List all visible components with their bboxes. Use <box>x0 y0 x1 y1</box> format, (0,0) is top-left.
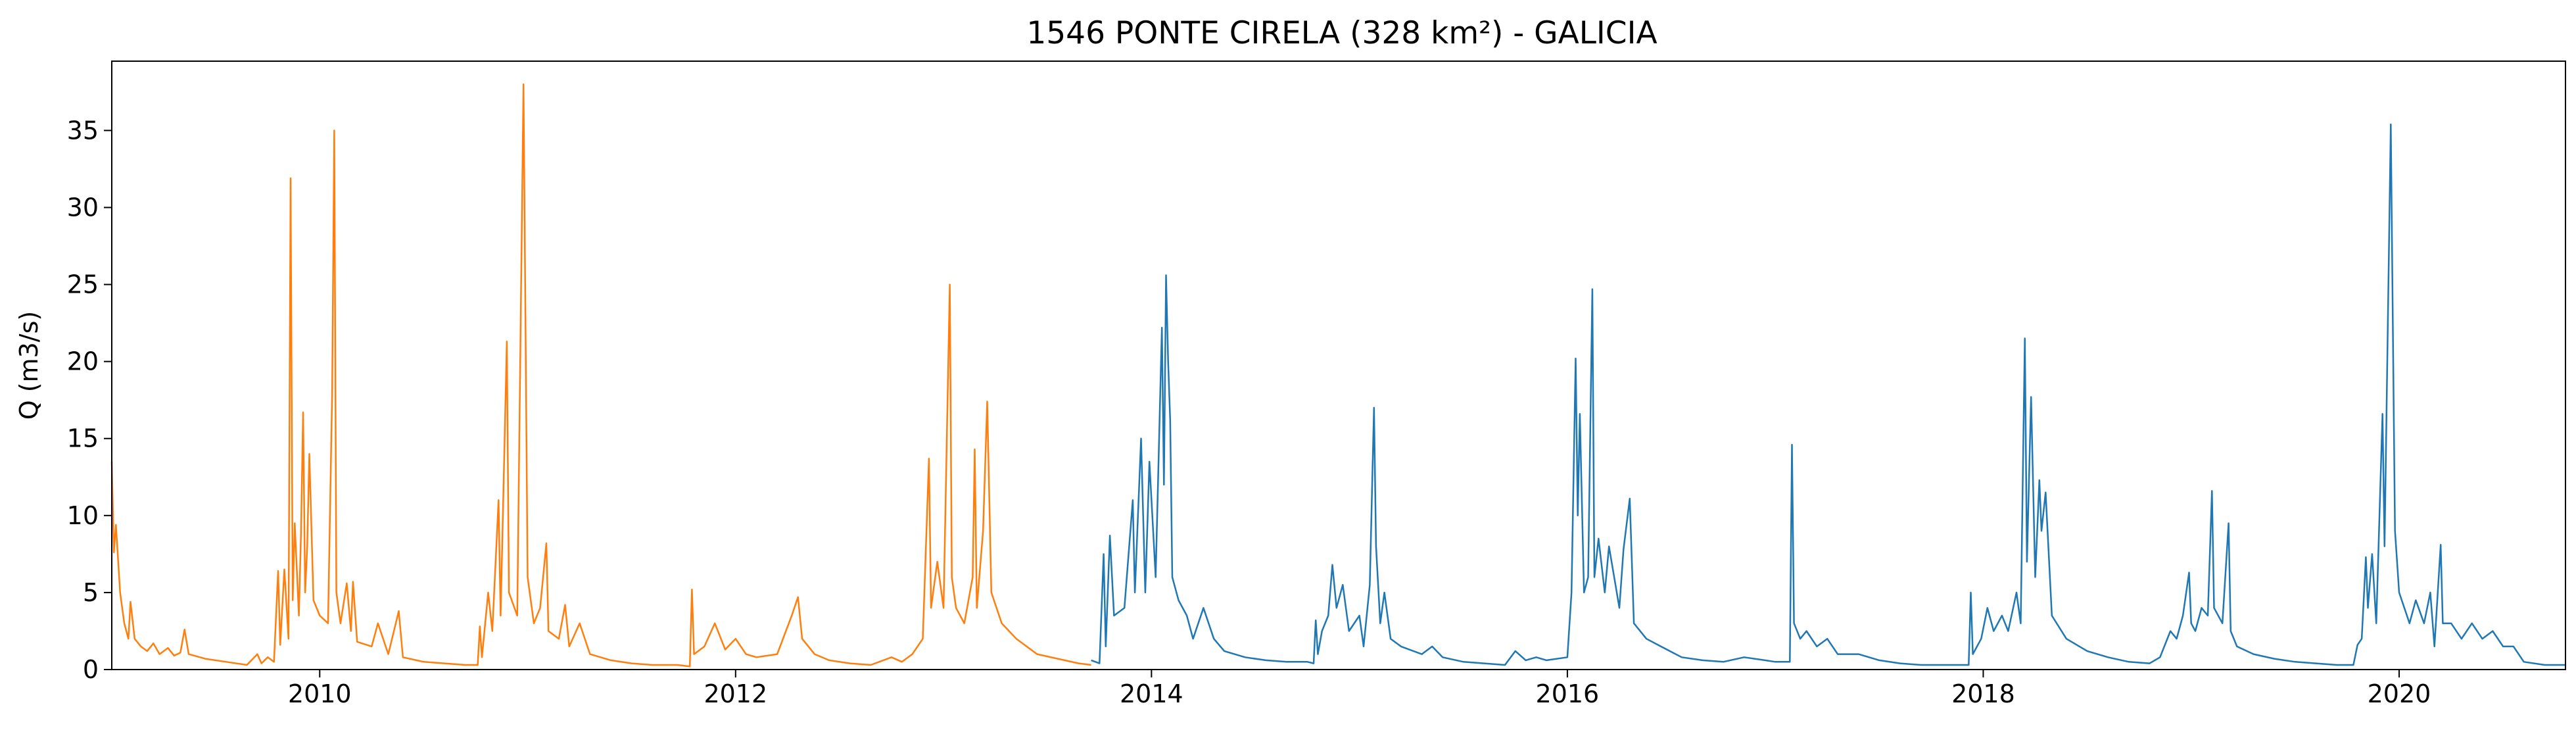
x-tick-label: 2016 <box>1536 679 1600 708</box>
y-tick-label: 10 <box>67 501 99 530</box>
y-tick-label: 35 <box>67 116 99 145</box>
y-tick-label: 30 <box>67 193 99 222</box>
chart-title: 1546 PONTE CIRELA (328 km²) - GALICIA <box>1026 15 1657 51</box>
plot-frame <box>111 61 2566 670</box>
y-axis: 0 5 10 15 20 25 30 35 <box>67 116 112 684</box>
x-axis: 2010 2012 2014 2016 2018 2020 <box>288 670 2431 708</box>
y-axis-label: Q (m3/s) <box>14 311 43 420</box>
series-line-1 <box>1091 123 2565 666</box>
series-line-0 <box>110 83 1091 668</box>
y-tick-label: 20 <box>67 347 99 376</box>
x-tick-label: 2018 <box>1951 679 2015 708</box>
y-tick-label: 0 <box>83 655 99 684</box>
y-tick-label: 25 <box>67 270 99 299</box>
x-tick-label: 2012 <box>704 679 767 708</box>
x-tick-label: 2010 <box>288 679 352 708</box>
x-tick-label: 2014 <box>1120 679 1183 708</box>
x-tick-label: 2020 <box>2368 679 2431 708</box>
y-tick-label: 15 <box>67 424 99 453</box>
y-tick-label: 5 <box>83 578 99 607</box>
plot-area <box>110 83 2565 668</box>
